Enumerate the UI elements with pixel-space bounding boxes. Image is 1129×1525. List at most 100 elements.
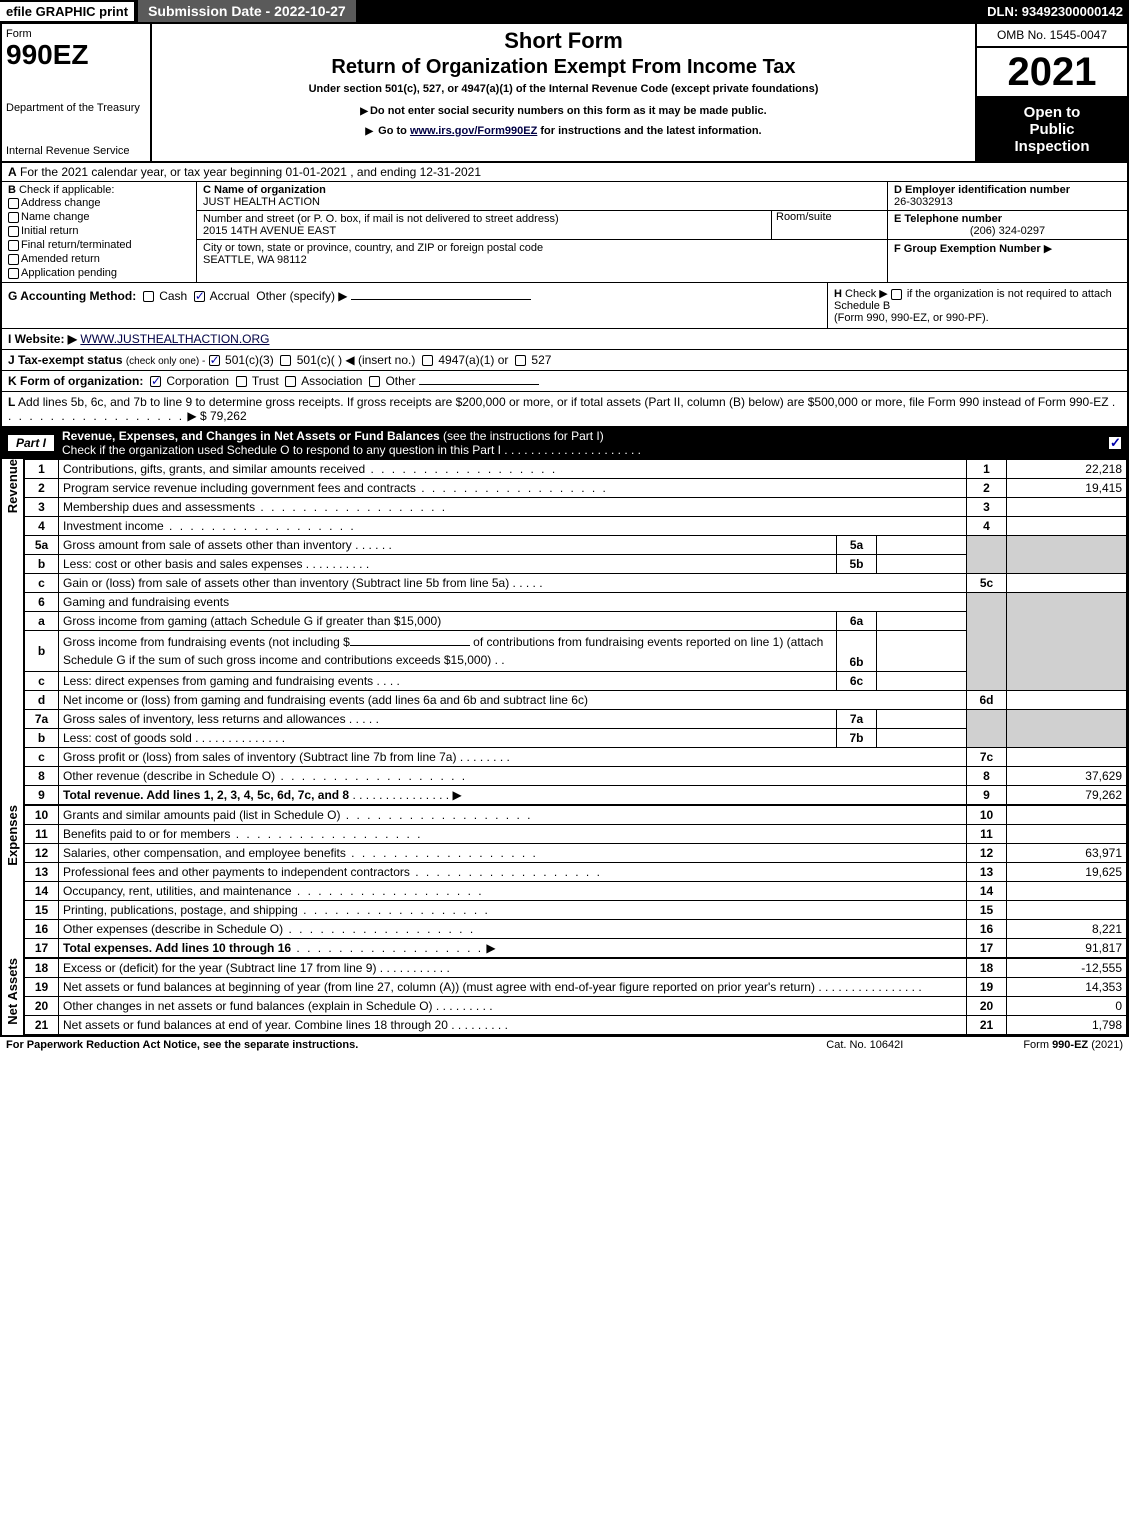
dln-label: DLN: 93492300000142 (987, 4, 1129, 19)
open-line3: Inspection (981, 138, 1123, 155)
page-footer: For Paperwork Reduction Act Notice, see … (0, 1037, 1129, 1053)
ln-12-num: 12 (25, 844, 59, 863)
chk-schedule-b[interactable] (891, 289, 902, 300)
ln-13-lbl: Professional fees and other payments to … (63, 865, 410, 879)
ln-21-num: 21 (25, 1016, 59, 1035)
irs-link[interactable]: www.irs.gov/Form990EZ (410, 125, 537, 137)
ln-3-lbl: Membership dues and assessments (63, 500, 255, 514)
opt-corp: Corporation (166, 374, 229, 388)
chk-initial[interactable]: Initial return (8, 224, 190, 238)
chk-4947[interactable] (422, 355, 433, 366)
ln-19-val: 14,353 (1007, 978, 1127, 997)
ln-6d-num: d (25, 691, 59, 710)
ln-6b-in: 6b (837, 631, 877, 672)
part1-num: Part I (8, 435, 54, 451)
col-b-label: B (8, 184, 16, 196)
ln-19-num: 19 (25, 978, 59, 997)
ln-9-val: 79,262 (1007, 786, 1127, 805)
expenses-table: 10Grants and similar amounts paid (list … (24, 805, 1127, 958)
ln-17-val: 91,817 (1007, 939, 1127, 958)
chk-final[interactable]: Final return/terminated (8, 238, 190, 252)
ln-14-num: 14 (25, 882, 59, 901)
netassets-table: 18Excess or (deficit) for the year (Subt… (24, 958, 1127, 1035)
street-label: Number and street (or P. O. box, if mail… (203, 213, 559, 225)
row-h-check: Check ▶ (845, 288, 888, 300)
chk-other-org[interactable] (369, 376, 380, 387)
row-h: H Check ▶ if the organization is not req… (827, 283, 1127, 328)
col-de: D Employer identification number 26-3032… (887, 182, 1127, 282)
shade-7v (1007, 710, 1127, 748)
ln-7b-in: 7b (837, 729, 877, 748)
chk-name[interactable]: Name change (8, 210, 190, 224)
ln-11-num: 11 (25, 825, 59, 844)
chk-527[interactable] (515, 355, 526, 366)
chk-assoc[interactable] (285, 376, 296, 387)
chk-amended[interactable]: Amended return (8, 252, 190, 266)
part1-sub: (see the instructions for Part I) (443, 429, 604, 443)
ln-5b-num: b (25, 555, 59, 574)
ln-13-val: 19,625 (1007, 863, 1127, 882)
ln-2-rn: 2 (967, 479, 1007, 498)
row-l-text: Add lines 5b, 6c, and 7b to line 9 to de… (18, 395, 1109, 409)
chk-schedule-o[interactable] (1109, 437, 1121, 449)
ln-3-num: 3 (25, 498, 59, 517)
chk-trust[interactable] (236, 376, 247, 387)
part1-title: Revenue, Expenses, and Changes in Net As… (62, 429, 641, 457)
col-b-title: Check if applicable: (19, 184, 114, 196)
chk-501c3[interactable] (209, 355, 220, 366)
shade-5 (967, 536, 1007, 574)
revenue-label: Revenue (2, 459, 24, 805)
ln-5a-ival (877, 536, 967, 555)
other-label: Other (specify) (256, 289, 335, 303)
ln-8-val: 37,629 (1007, 767, 1127, 786)
website-link[interactable]: WWW.JUSTHEALTHACTION.ORG (80, 332, 269, 346)
chk-pending[interactable]: Application pending (8, 266, 190, 280)
row-g-label: G Accounting Method: (8, 289, 136, 303)
ln-10-num: 10 (25, 806, 59, 825)
ln-10-val (1007, 806, 1127, 825)
org-name-label: C Name of organization (203, 184, 326, 196)
chk-cash[interactable] (143, 291, 154, 302)
goto-line: Go to www.irs.gov/Form990EZ for instruct… (158, 125, 969, 137)
group-exempt-row: F Group Exemption Number ▶ (888, 240, 1127, 282)
city-label: City or town, state or province, country… (203, 242, 543, 254)
ln-7b-lbl: Less: cost of goods sold (63, 731, 192, 745)
ln-7a-ival (877, 710, 967, 729)
ln-21-lbl: Net assets or fund balances at end of ye… (63, 1018, 448, 1032)
shade-5v (1007, 536, 1127, 574)
ln-5b-ival (877, 555, 967, 574)
ln-21-rn: 21 (967, 1016, 1007, 1035)
ln-6d-rn: 6d (967, 691, 1007, 710)
ln-7c-val (1007, 748, 1127, 767)
chk-address[interactable]: Address change (8, 196, 190, 210)
ln-14-rn: 14 (967, 882, 1007, 901)
ln-7b-num: b (25, 729, 59, 748)
org-name: JUST HEALTH ACTION (203, 196, 320, 208)
chk-501c[interactable] (280, 355, 291, 366)
submission-date: Submission Date - 2022-10-27 (138, 0, 356, 22)
col-c: C Name of organization JUST HEALTH ACTIO… (197, 182, 887, 282)
chk-accrual[interactable] (194, 291, 205, 302)
ln-7c-rn: 7c (967, 748, 1007, 767)
header-left: Form 990EZ Department of the Treasury In… (2, 24, 152, 161)
ln-17-lbl: Total expenses. Add lines 10 through 16 (63, 941, 291, 955)
ln-15-num: 15 (25, 901, 59, 920)
shade-6v (1007, 593, 1127, 691)
ln-7b-ival (877, 729, 967, 748)
part1-check-o: Check if the organization used Schedule … (62, 443, 501, 457)
ln-1-rn: 1 (967, 460, 1007, 479)
ln-6c-in: 6c (837, 672, 877, 691)
paperwork-notice: For Paperwork Reduction Act Notice, see … (6, 1039, 358, 1051)
ln-6-num: 6 (25, 593, 59, 612)
row-k: K Form of organization: Corporation Trus… (2, 371, 1127, 392)
ln-11-rn: 11 (967, 825, 1007, 844)
ln-2-num: 2 (25, 479, 59, 498)
ln-16-rn: 16 (967, 920, 1007, 939)
row-h-text3: (Form 990, 990-EZ, or 990-PF). (834, 312, 989, 324)
ln-6b-lbl1: Gross income from fundraising events (no… (63, 635, 350, 649)
ln-15-rn: 15 (967, 901, 1007, 920)
ln-12-lbl: Salaries, other compensation, and employ… (63, 846, 346, 860)
row-gh: G Accounting Method: Cash Accrual Other … (2, 283, 1127, 329)
form-header: Form 990EZ Department of the Treasury In… (2, 24, 1127, 163)
chk-corp[interactable] (150, 376, 161, 387)
